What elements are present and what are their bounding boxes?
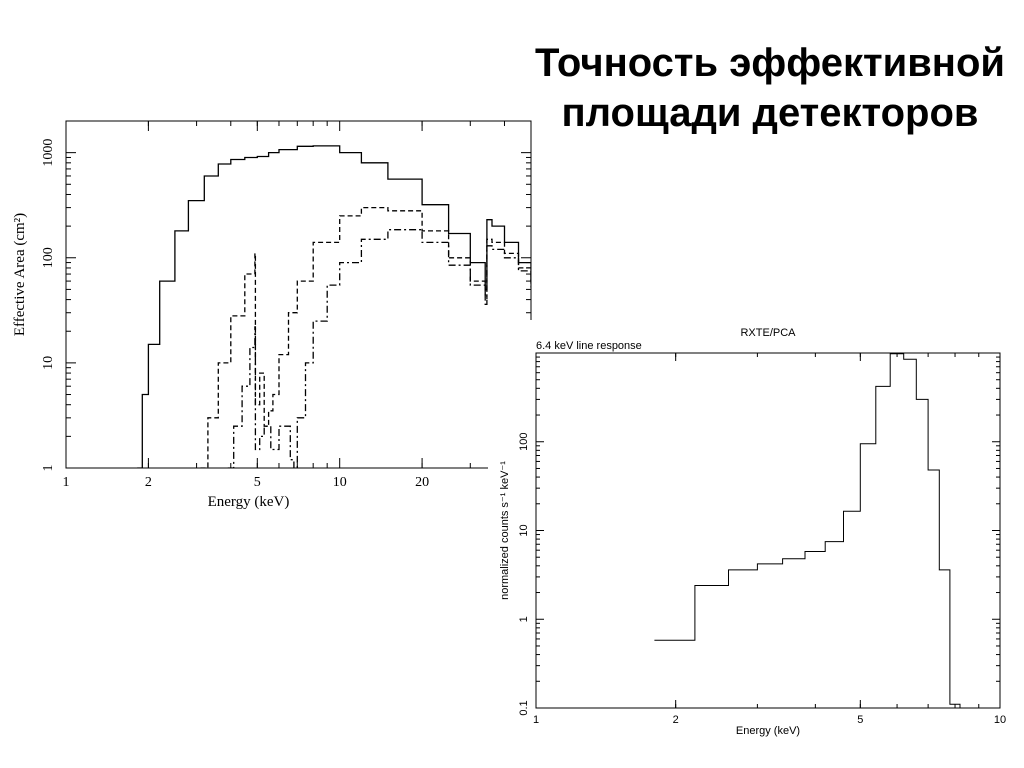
y-tick-label: 100 (518, 433, 530, 451)
y-tick-label: 0.1 (518, 700, 530, 715)
series-line-1 (137, 145, 531, 468)
x-tick-label: 10 (994, 714, 1006, 726)
series-line-2 (200, 206, 531, 468)
y-axis-label: Effective Area (cm²) (12, 213, 28, 336)
x-tick-label: 1 (533, 714, 539, 726)
y-tick-label: 1000 (41, 139, 56, 167)
series-line-3 (227, 229, 531, 468)
y-axis-label: normalized counts s⁻¹ keV⁻¹ (499, 461, 511, 600)
chart-subtitle: 6.4 keV line response (536, 340, 642, 352)
plot-frame (65, 120, 532, 469)
x-axis-label: Energy (keV) (208, 494, 290, 510)
slide-title: Точность эффективной площади детекторов (520, 38, 1020, 138)
effective-area-chart: 1 2 5 10 20 1 10 100 1000 Energy (keV) Effective A… (12, 120, 532, 510)
chart-background (488, 320, 1024, 760)
x-tick-label: 1 (63, 475, 70, 490)
x-tick-label: 5 (254, 475, 261, 490)
y-tick-label: 100 (41, 247, 56, 268)
y-tick-label: 1 (41, 465, 56, 472)
y-tick-label: 10 (41, 356, 56, 370)
x-tick-label: 2 (673, 714, 679, 726)
x-tick-label: 5 (857, 714, 863, 726)
x-tick-label: 20 (415, 475, 429, 490)
x-tick-label: 10 (333, 475, 347, 490)
histogram-step-line-1 (654, 353, 961, 708)
slide-title-line-1: Точность эффективной (535, 41, 1005, 85)
x-axis-label: Energy (keV) (736, 725, 800, 737)
chart-title: RXTE/PCA (740, 327, 796, 339)
x-tick-label: 2 (145, 475, 152, 490)
y-tick-label: 10 (518, 524, 530, 536)
slide-title-line-2: площади детекторов (561, 91, 979, 135)
y-tick-label: 1 (518, 616, 530, 622)
